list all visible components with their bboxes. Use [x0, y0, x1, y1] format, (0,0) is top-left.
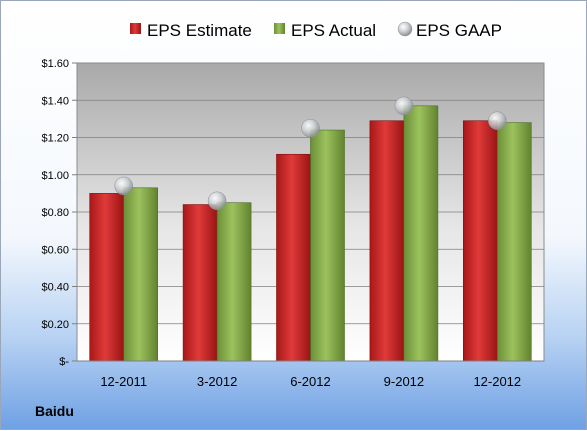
legend-swatch-eps-estimate	[130, 23, 141, 34]
bar-eps-estimate	[182, 204, 218, 362]
bar-eps-actual	[310, 129, 345, 362]
y-tick-label: $1.00	[41, 170, 69, 182]
y-tick-label: $0.20	[41, 319, 69, 331]
y-tick-label: $-	[59, 356, 69, 368]
bar-eps-estimate	[276, 153, 311, 362]
legend-swatch-eps-actual	[274, 23, 285, 34]
company-label: Baidu	[35, 403, 74, 419]
marker-eps-gaap	[301, 118, 320, 138]
bar-eps-estimate	[89, 193, 124, 362]
y-tick-label: $0.60	[41, 244, 69, 256]
bar-eps-estimate	[369, 120, 405, 362]
marker-eps-gaap	[114, 176, 133, 196]
bar-eps-actual	[496, 122, 532, 362]
legend-label: EPS GAAP	[416, 21, 502, 40]
marker-eps-gaap	[488, 111, 507, 130]
legend-label: EPS Estimate	[147, 21, 252, 40]
legend-label: EPS Actual	[291, 21, 376, 40]
y-tick-label: $1.60	[41, 58, 69, 70]
x-tick-label: 12-2012	[473, 374, 521, 389]
y-tick-label: $0.40	[41, 282, 69, 294]
y-tick-label: $1.40	[41, 95, 69, 107]
x-tick-label: 6-2012	[290, 374, 330, 389]
x-tick-label: 12-2011	[100, 374, 147, 389]
x-tick-label: 9-2012	[384, 374, 424, 389]
bar-eps-actual	[216, 202, 252, 362]
marker-eps-gaap	[207, 191, 227, 211]
bar-eps-estimate	[462, 120, 498, 362]
y-tick-label: $0.80	[41, 207, 69, 219]
marker-eps-gaap	[394, 96, 414, 116]
legend-swatch-eps-gaap	[397, 21, 413, 37]
bar-eps-actual	[403, 105, 439, 362]
bar-eps-actual	[123, 187, 158, 362]
x-tick-label: 3-2012	[197, 374, 237, 389]
y-tick-label: $1.20	[41, 133, 69, 145]
